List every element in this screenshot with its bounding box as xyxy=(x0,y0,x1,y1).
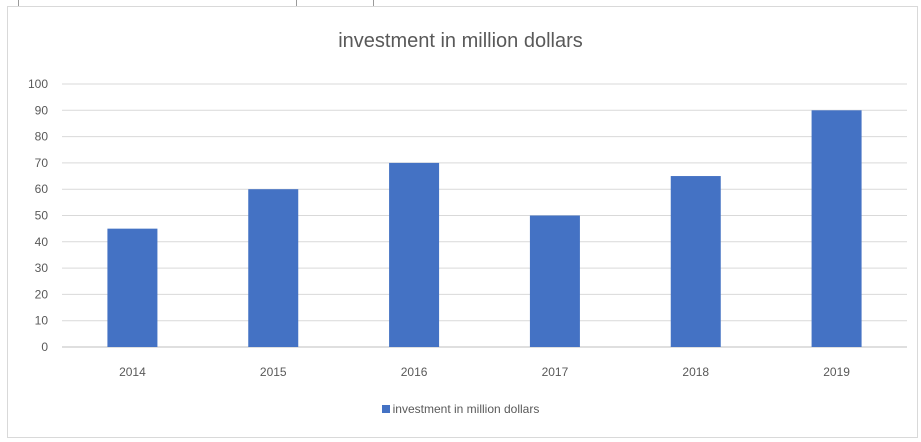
y-tick-label: 70 xyxy=(35,156,49,170)
chart-title: investment in million dollars xyxy=(338,30,583,52)
bar xyxy=(248,189,299,347)
y-tick-label: 30 xyxy=(35,261,49,275)
y-tick-label: 40 xyxy=(35,235,49,249)
y-tick-label: 20 xyxy=(35,287,49,301)
x-tick-label: 2017 xyxy=(542,365,569,379)
legend-swatch xyxy=(381,405,390,413)
bar xyxy=(107,228,158,347)
x-tick-label: 2019 xyxy=(823,365,850,379)
y-tick-label: 90 xyxy=(35,103,49,117)
chart-frame xyxy=(7,6,918,438)
y-tick-label: 0 xyxy=(41,340,48,354)
chart-legend: investment in million dollars xyxy=(0,402,921,416)
frame-artifact-mark xyxy=(373,0,374,6)
x-tick-label: 2014 xyxy=(119,365,146,379)
y-tick-label: 60 xyxy=(35,182,49,196)
bar xyxy=(811,110,862,347)
x-tick-label: 2015 xyxy=(260,365,287,379)
y-tick-label: 80 xyxy=(35,130,49,144)
bar xyxy=(670,176,721,347)
y-tick-label: 50 xyxy=(35,209,49,223)
bar xyxy=(389,162,440,347)
y-tick-label: 10 xyxy=(35,314,49,328)
y-tick-label: 100 xyxy=(28,77,48,91)
frame-artifact-mark xyxy=(296,0,297,6)
x-tick-label: 2018 xyxy=(682,365,709,379)
bar xyxy=(529,215,580,347)
x-tick-label: 2016 xyxy=(401,365,428,379)
legend-label: investment in million dollars xyxy=(392,402,540,416)
frame-artifact-mark xyxy=(18,0,19,6)
